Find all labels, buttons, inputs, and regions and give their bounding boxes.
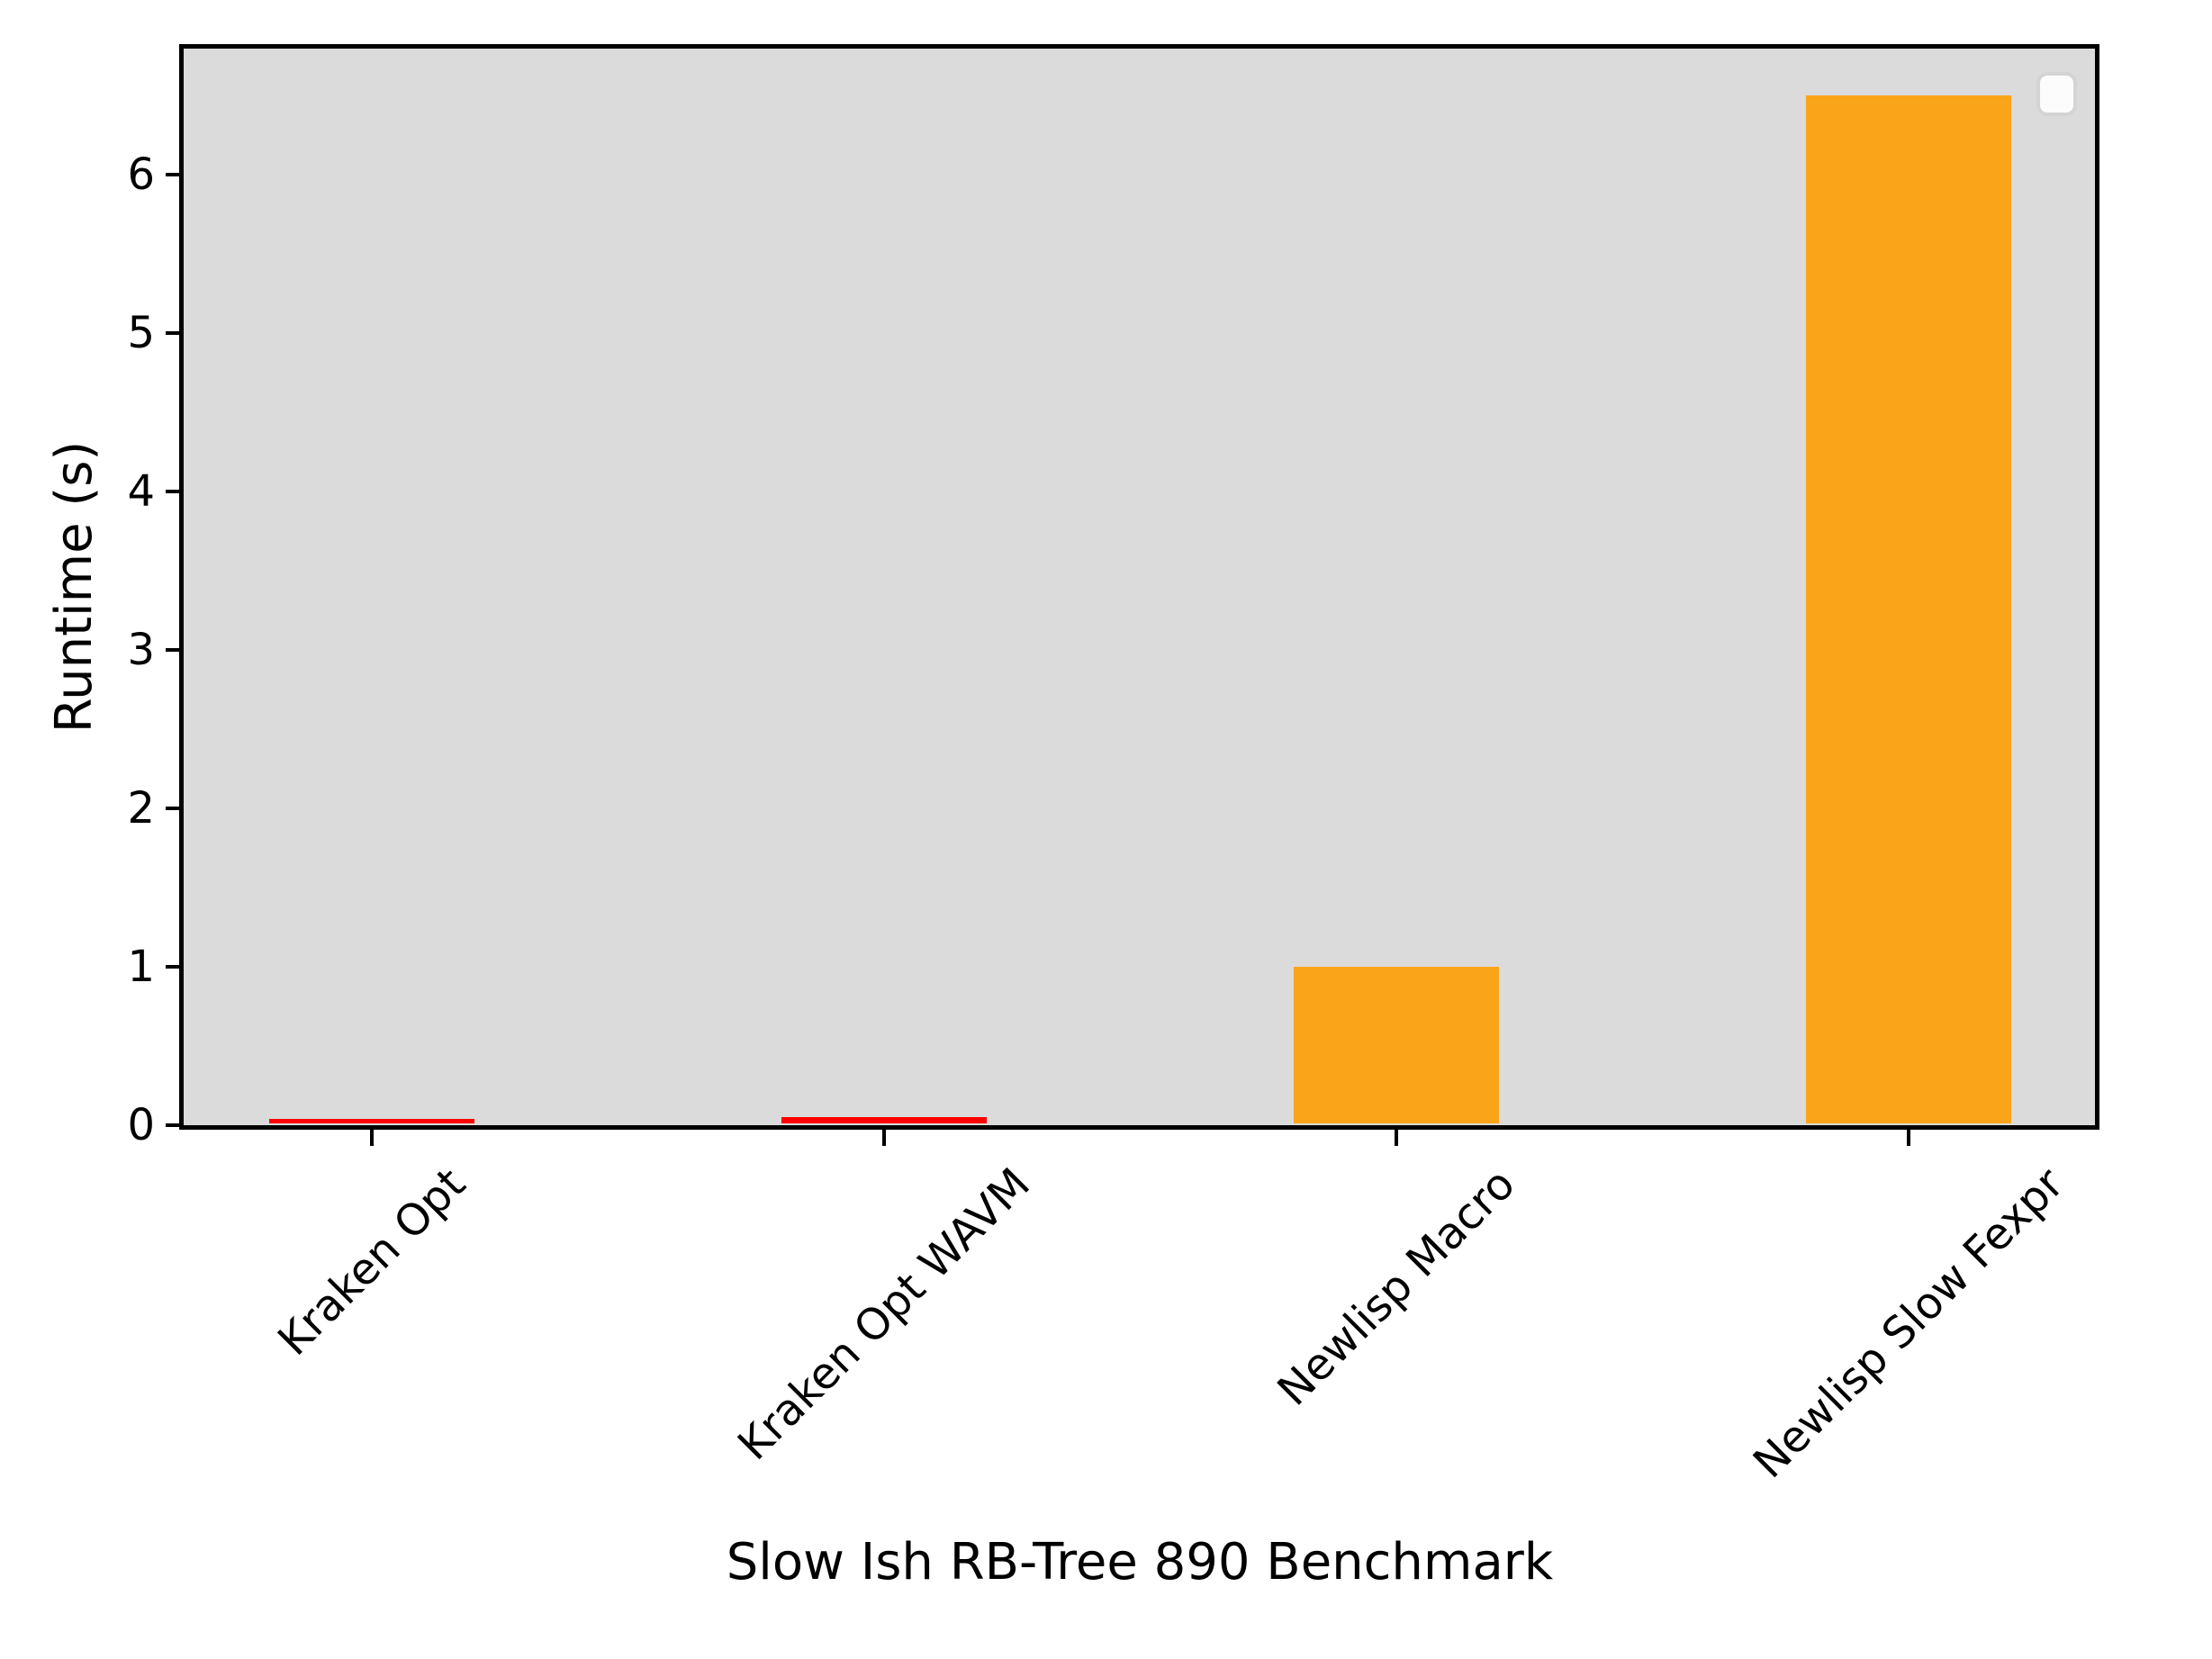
y-tick-label-1: 1 xyxy=(127,942,155,992)
x-axis-label: Slow Ish RB-Tree 890 Benchmark xyxy=(726,1533,1554,1591)
y-tick-label-0: 0 xyxy=(127,1100,155,1150)
bar-kraken-opt-wavm xyxy=(781,1117,987,1123)
y-tick-mark-4 xyxy=(166,490,179,493)
y-axis-label: Runtime (s) xyxy=(45,440,104,734)
y-tick-mark-1 xyxy=(166,965,179,969)
x-tick-label-newlisp-slow-fexpr: Newlisp Slow Fexpr xyxy=(1743,1159,2074,1489)
y-tick-label-5: 5 xyxy=(127,308,155,358)
y-tick-mark-2 xyxy=(166,807,179,810)
bar-kraken-opt xyxy=(269,1118,474,1123)
y-tick-label-4: 4 xyxy=(127,466,155,517)
bar-newlisp-macro xyxy=(1294,967,1499,1123)
x-tick-label-newlisp-macro: Newlisp Macro xyxy=(1268,1159,1525,1416)
legend-empty-box xyxy=(2036,72,2077,116)
x-tick-mark-3 xyxy=(1907,1130,1910,1146)
y-tick-mark-6 xyxy=(166,173,179,176)
y-tick-mark-5 xyxy=(166,331,179,335)
plot-area xyxy=(179,44,2099,1130)
bar-newlisp-slow-fexpr xyxy=(1806,95,2011,1123)
x-tick-label-kraken-opt: Kraken Opt xyxy=(268,1159,475,1366)
x-tick-mark-1 xyxy=(882,1130,886,1146)
x-tick-mark-2 xyxy=(1395,1130,1398,1146)
x-tick-label-kraken-opt-wavm: Kraken Opt WAVM xyxy=(728,1159,1040,1471)
y-tick-label-3: 3 xyxy=(127,625,155,675)
y-tick-label-2: 2 xyxy=(127,783,155,834)
x-tick-mark-0 xyxy=(370,1130,374,1146)
y-tick-mark-3 xyxy=(166,648,179,652)
y-tick-label-6: 6 xyxy=(127,149,155,200)
y-tick-mark-0 xyxy=(166,1123,179,1127)
